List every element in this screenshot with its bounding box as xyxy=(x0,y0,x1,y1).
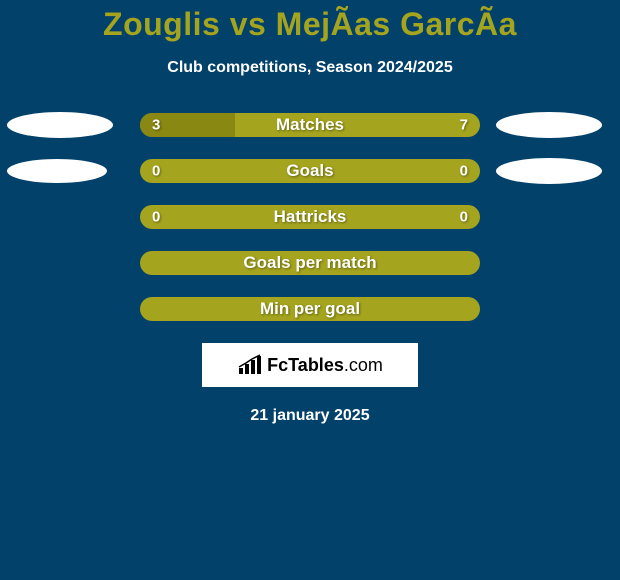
stat-label: Hattricks xyxy=(274,207,347,227)
stat-label: Goals xyxy=(286,161,333,181)
logo-brand: FcTables xyxy=(267,355,344,375)
page-subtitle: Club competitions, Season 2024/2025 xyxy=(167,59,452,77)
stat-row: Min per goal xyxy=(0,297,620,321)
player-marker-right xyxy=(496,112,602,138)
logo-chart-icon xyxy=(237,354,263,376)
stat-value-left: 0 xyxy=(152,209,160,226)
logo-text: FcTables.com xyxy=(267,355,383,376)
stat-value-left: 3 xyxy=(152,117,160,134)
logo-box: FcTables.com xyxy=(202,343,418,387)
stat-label: Min per goal xyxy=(260,299,360,319)
stat-bar: 0 Hattricks 0 xyxy=(140,205,480,229)
stat-bar: 3 Matches 7 xyxy=(140,113,480,137)
stat-row: Goals per match xyxy=(0,251,620,275)
stat-row: 0 Goals 0 xyxy=(0,159,620,183)
stat-bar: Goals per match xyxy=(140,251,480,275)
stat-row: 3 Matches 7 xyxy=(0,113,620,137)
stat-value-right: 0 xyxy=(460,163,468,180)
stat-value-right: 7 xyxy=(460,117,468,134)
date-line: 21 january 2025 xyxy=(250,407,369,425)
infographic-container: Zouglis vs MejÃ­as GarcÃ­a Club competit… xyxy=(0,0,620,425)
page-title: Zouglis vs MejÃ­as GarcÃ­a xyxy=(103,6,517,43)
player-marker-right xyxy=(496,158,602,184)
stat-bar: Min per goal xyxy=(140,297,480,321)
player-marker-left xyxy=(7,159,107,183)
player-marker-left xyxy=(7,112,113,138)
stat-row: 0 Hattricks 0 xyxy=(0,205,620,229)
stat-bar: 0 Goals 0 xyxy=(140,159,480,183)
stat-value-right: 0 xyxy=(460,209,468,226)
stat-label: Goals per match xyxy=(243,253,376,273)
logo-tld: .com xyxy=(344,355,383,375)
comparison-chart: 3 Matches 7 0 Goals 0 0 Hattricks 0 Goals per mat… xyxy=(0,113,620,321)
stat-label: Matches xyxy=(276,115,344,135)
stat-value-left: 0 xyxy=(152,163,160,180)
